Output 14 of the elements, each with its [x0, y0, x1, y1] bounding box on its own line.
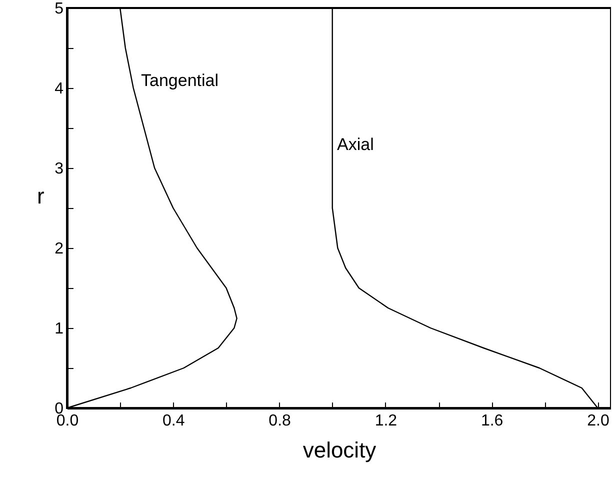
y-axis-title: r	[36, 184, 44, 208]
x-tick-label: 0.8	[268, 412, 292, 430]
x-tick-label: 1.2	[374, 412, 398, 430]
annotation: Axial	[337, 135, 374, 154]
y-tick-label: 1	[54, 320, 64, 338]
x-tick-label: 0.4	[162, 412, 185, 430]
y-tick-label: 3	[54, 160, 64, 178]
x-axis-title: velocity	[302, 438, 376, 462]
x-tick-label: 2.0	[587, 412, 610, 430]
x-tick-label: 1.6	[480, 412, 504, 430]
annotation: Tangential	[141, 71, 219, 90]
y-tick-label: 2	[54, 240, 64, 258]
y-tick-label: 5	[54, 0, 64, 18]
y-tick-label: 4	[54, 80, 64, 98]
